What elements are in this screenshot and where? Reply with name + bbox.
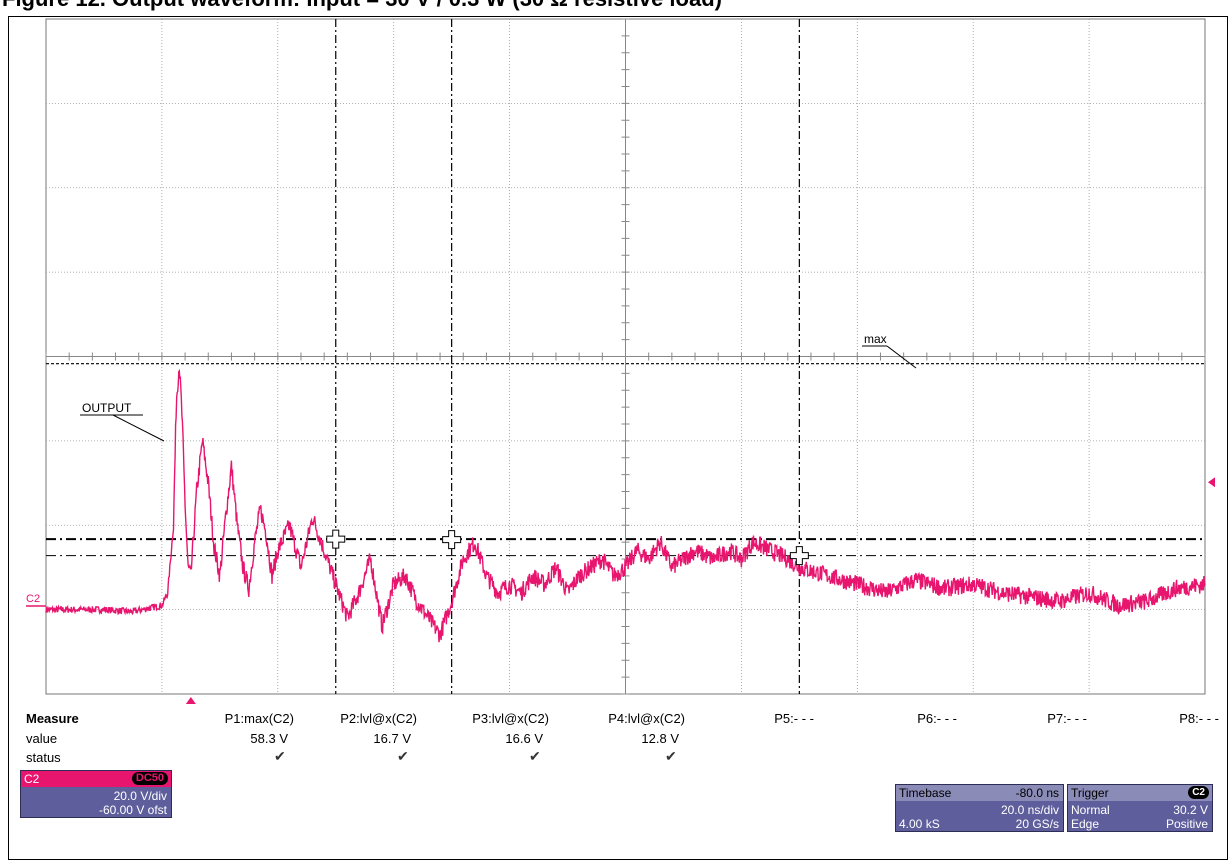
trigger-level-marker bbox=[1208, 477, 1215, 488]
row-label-value: value bbox=[26, 731, 58, 746]
param-name-5: P5:- - - bbox=[774, 711, 814, 726]
param-name-6: P6:- - - bbox=[917, 711, 957, 726]
row-label-status: status bbox=[26, 750, 61, 765]
channel-vdiv: 20.0 V/div bbox=[113, 789, 167, 803]
timebase-label: Timebase bbox=[899, 786, 952, 800]
figure-title: Figure 12. Output waveform: Input = 30 V… bbox=[2, 0, 722, 12]
param-value-4: 12.8 V bbox=[641, 731, 679, 746]
param-value-3: 16.6 V bbox=[505, 731, 543, 746]
status-check-icon: ✔ bbox=[274, 748, 286, 764]
status-check-icon: ✔ bbox=[397, 748, 409, 764]
cursor-cross-3 bbox=[789, 546, 809, 566]
waveform-c2 bbox=[45, 368, 1206, 643]
timebase-panel-header: Timebase -80.0 ns bbox=[896, 785, 1063, 801]
param-value-1: 58.3 V bbox=[250, 731, 288, 746]
param-name-2: P2:lvl@x(C2) bbox=[340, 711, 417, 726]
output-label-leader bbox=[112, 414, 165, 442]
grid bbox=[45, 18, 1206, 695]
status-check-icon: ✔ bbox=[529, 748, 541, 764]
scope-frame: max OUTPUT C2 Measure value status P1:max(… bbox=[8, 16, 1228, 860]
trigger-level: 30.2 V bbox=[1173, 803, 1208, 817]
param-name-3: P3:lvl@x(C2) bbox=[472, 711, 549, 726]
max-label: max bbox=[864, 332, 887, 346]
param-value-2: 16.7 V bbox=[373, 731, 411, 746]
trigger-panel[interactable]: Trigger C2 Normal 30.2 V Edge Positive bbox=[1067, 784, 1213, 832]
trigger-label: Trigger bbox=[1071, 786, 1109, 800]
trigger-time-marker bbox=[185, 697, 196, 704]
scope-display: max OUTPUT C2 bbox=[26, 18, 1215, 704]
output-label: OUTPUT bbox=[82, 401, 132, 415]
param-name-4: P4:lvl@x(C2) bbox=[608, 711, 685, 726]
timebase-samples: 4.00 kS bbox=[899, 817, 940, 831]
param-name-7: P7:- - - bbox=[1047, 711, 1087, 726]
trigger-type: Edge bbox=[1071, 817, 1100, 831]
max-label-leader bbox=[886, 345, 917, 369]
timebase-rate: 20 GS/s bbox=[1015, 817, 1059, 831]
param-name-8: P8:- - - bbox=[1179, 711, 1219, 726]
trigger-mode: Normal bbox=[1071, 803, 1110, 817]
cursor-cross-2 bbox=[442, 530, 462, 550]
trigger-panel-header: Trigger C2 bbox=[1068, 785, 1212, 801]
status-check-icon: ✔ bbox=[665, 748, 677, 764]
param-name-1: P1:max(C2) bbox=[224, 711, 294, 726]
coupling-badge: DC50 bbox=[131, 772, 168, 785]
annotations: max OUTPUT C2 bbox=[26, 332, 1215, 704]
trigger-slope: Positive bbox=[1165, 817, 1208, 831]
timebase-panel[interactable]: Timebase -80.0 ns 20.0 ns/div 4.00 kS 20… bbox=[895, 784, 1064, 832]
level-lines bbox=[46, 363, 1205, 557]
channel-panel-header: C2 DC50 bbox=[21, 771, 171, 787]
trigger-source-badge: C2 bbox=[1188, 786, 1209, 799]
channel-name: C2 bbox=[24, 772, 40, 786]
cursor-cross-1 bbox=[326, 529, 346, 549]
timebase-delay: -80.0 ns bbox=[1015, 786, 1059, 800]
channel-offset: -60.00 V ofst bbox=[98, 803, 167, 817]
measure-header: Measure bbox=[26, 711, 79, 726]
channel-marker-label: C2 bbox=[26, 593, 40, 605]
channel-panel[interactable]: C2 DC50 20.0 V/div -60.00 V ofst bbox=[20, 770, 172, 818]
timebase-tdiv: 20.0 ns/div bbox=[1000, 803, 1059, 817]
